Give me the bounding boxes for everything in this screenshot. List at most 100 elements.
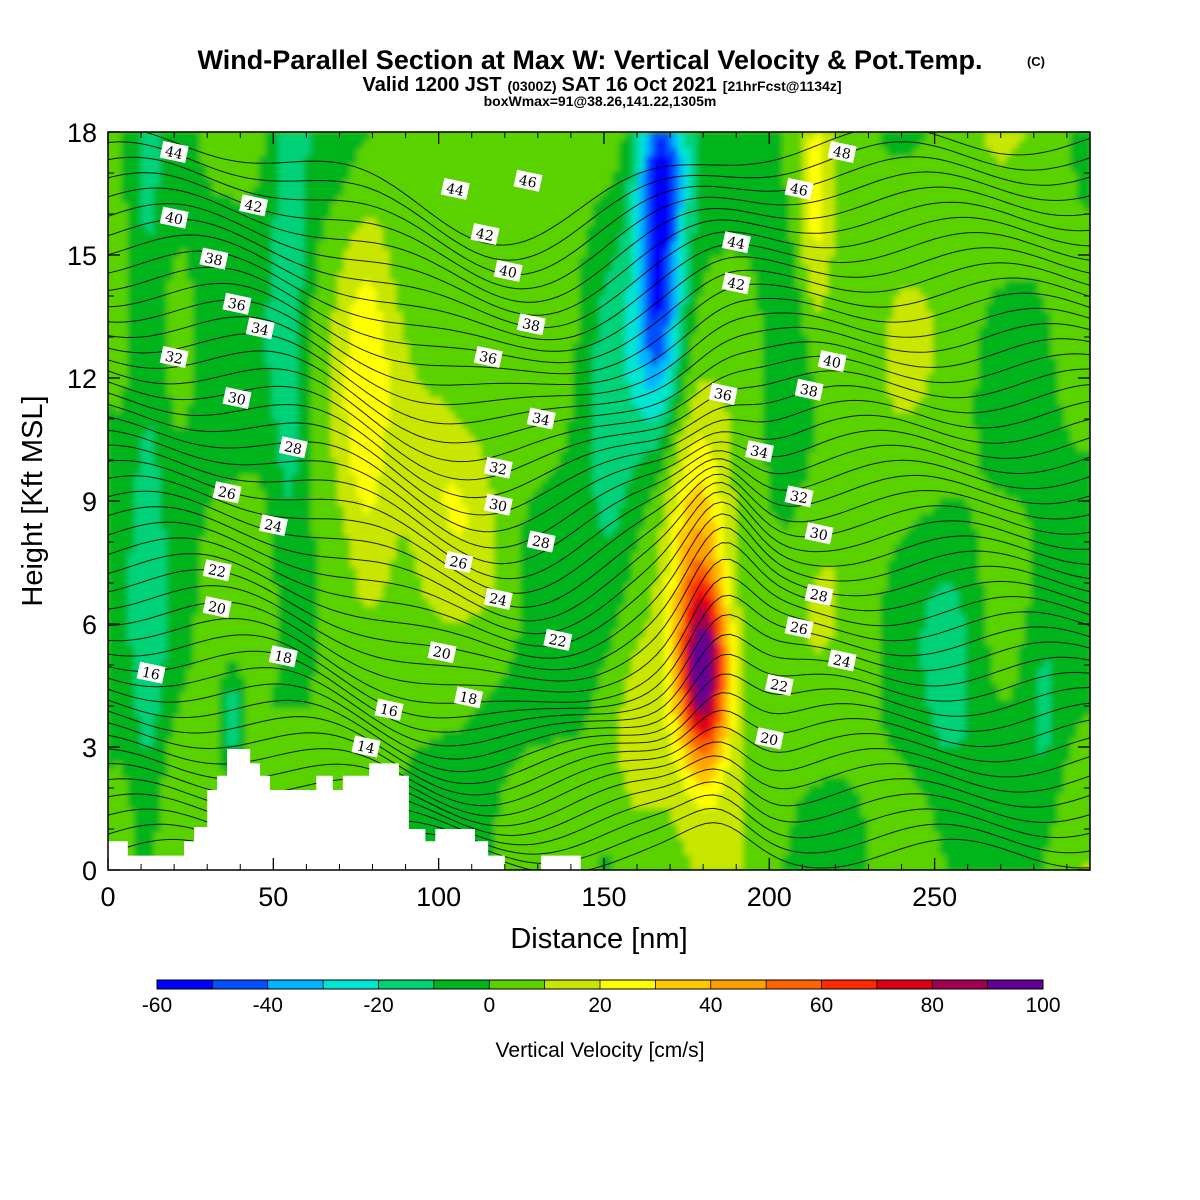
velocity-cell bbox=[304, 240, 312, 250]
velocity-cell bbox=[422, 466, 430, 475]
velocity-cell bbox=[409, 473, 417, 483]
velocity-cell bbox=[324, 419, 332, 428]
velocity-cell bbox=[369, 644, 378, 654]
velocity-cell bbox=[180, 699, 188, 708]
velocity-cell bbox=[160, 582, 168, 592]
velocity-cell bbox=[363, 310, 371, 320]
velocity-cell bbox=[108, 217, 116, 227]
velocity-cell bbox=[317, 528, 325, 537]
velocity-cell bbox=[356, 660, 365, 669]
velocity-cell bbox=[337, 264, 345, 273]
velocity-cell bbox=[193, 341, 201, 351]
velocity-cell bbox=[180, 295, 188, 304]
velocity-cell bbox=[396, 605, 404, 615]
velocity-cell bbox=[284, 256, 293, 265]
velocity-cell bbox=[193, 644, 201, 654]
velocity-cell bbox=[435, 170, 443, 180]
velocity-cell bbox=[245, 372, 253, 382]
velocity-cell bbox=[173, 302, 181, 312]
velocity-cell bbox=[428, 403, 437, 413]
velocity-cell bbox=[389, 450, 397, 460]
velocity-cell bbox=[428, 147, 437, 157]
velocity-cell bbox=[409, 559, 417, 568]
velocity-cell bbox=[258, 434, 266, 444]
velocity-cell bbox=[186, 807, 194, 817]
velocity-cell bbox=[166, 248, 175, 258]
velocity-cell bbox=[232, 365, 240, 374]
velocity-cell bbox=[147, 598, 155, 607]
velocity-cell bbox=[199, 528, 207, 537]
velocity-cell bbox=[108, 489, 116, 498]
velocity-cell bbox=[225, 535, 234, 545]
velocity-cell bbox=[166, 310, 175, 320]
velocity-cell bbox=[186, 295, 194, 304]
velocity-cell bbox=[343, 590, 352, 599]
velocity-cell bbox=[382, 644, 391, 654]
velocity-cell bbox=[396, 652, 404, 662]
velocity-cell bbox=[180, 264, 188, 273]
velocity-cell bbox=[330, 178, 338, 188]
velocity-cell bbox=[245, 466, 253, 475]
velocity-cell bbox=[153, 831, 162, 840]
velocity-cell bbox=[258, 442, 266, 452]
velocity-cell bbox=[422, 232, 430, 242]
velocity-cell bbox=[193, 699, 201, 708]
velocity-cell bbox=[317, 512, 325, 522]
velocity-cell bbox=[166, 411, 175, 421]
velocity-cell bbox=[324, 737, 332, 747]
velocity-cell bbox=[441, 279, 450, 289]
velocity-cell bbox=[350, 178, 358, 188]
velocity-cell bbox=[363, 232, 371, 242]
velocity-cell bbox=[343, 450, 352, 460]
velocity-cell bbox=[186, 466, 194, 475]
velocity-cell bbox=[206, 434, 214, 444]
velocity-cell bbox=[363, 271, 371, 281]
velocity-cell bbox=[310, 287, 319, 296]
velocity-cell bbox=[435, 178, 443, 188]
velocity-cell bbox=[278, 613, 286, 623]
velocity-cell bbox=[396, 567, 404, 576]
velocity-cell bbox=[291, 636, 299, 646]
velocity-cell bbox=[271, 636, 280, 646]
velocity-cell bbox=[324, 318, 332, 328]
velocity-cell bbox=[134, 761, 142, 770]
velocity-cell bbox=[310, 567, 319, 576]
velocity-cell bbox=[134, 730, 142, 739]
velocity-cell bbox=[310, 380, 319, 390]
velocity-cell bbox=[271, 450, 280, 460]
velocity-cell bbox=[134, 660, 142, 669]
velocity-cell bbox=[180, 396, 188, 405]
velocity-cell bbox=[389, 497, 397, 506]
velocity-cell bbox=[350, 528, 358, 537]
velocity-cell bbox=[337, 163, 345, 172]
velocity-cell bbox=[199, 582, 207, 592]
velocity-cell bbox=[238, 535, 247, 545]
velocity-cell bbox=[147, 194, 155, 203]
velocity-cell bbox=[284, 310, 293, 320]
velocity-cell bbox=[396, 590, 404, 599]
velocity-cell bbox=[284, 248, 293, 258]
velocity-cell bbox=[369, 178, 378, 188]
velocity-cell bbox=[415, 489, 424, 498]
velocity-cell bbox=[382, 745, 391, 755]
velocity-cell bbox=[369, 194, 378, 203]
velocity-cell bbox=[160, 365, 168, 374]
velocity-cell bbox=[212, 644, 221, 654]
velocity-cell bbox=[337, 225, 345, 234]
velocity-cell bbox=[212, 761, 221, 770]
velocity-cell bbox=[108, 295, 116, 304]
velocity-cell bbox=[160, 605, 168, 615]
velocity-cell bbox=[291, 489, 299, 498]
velocity-cell bbox=[369, 341, 378, 351]
velocity-cell bbox=[186, 365, 194, 374]
velocity-cell bbox=[219, 225, 227, 234]
velocity-cell bbox=[297, 209, 306, 219]
velocity-cell bbox=[206, 155, 214, 164]
velocity-cell bbox=[297, 318, 306, 328]
velocity-cell bbox=[415, 240, 424, 250]
velocity-cell bbox=[376, 411, 384, 421]
velocity-cell bbox=[271, 504, 280, 514]
velocity-cell bbox=[350, 714, 358, 724]
velocity-cell bbox=[258, 466, 266, 475]
velocity-cell bbox=[337, 403, 345, 413]
